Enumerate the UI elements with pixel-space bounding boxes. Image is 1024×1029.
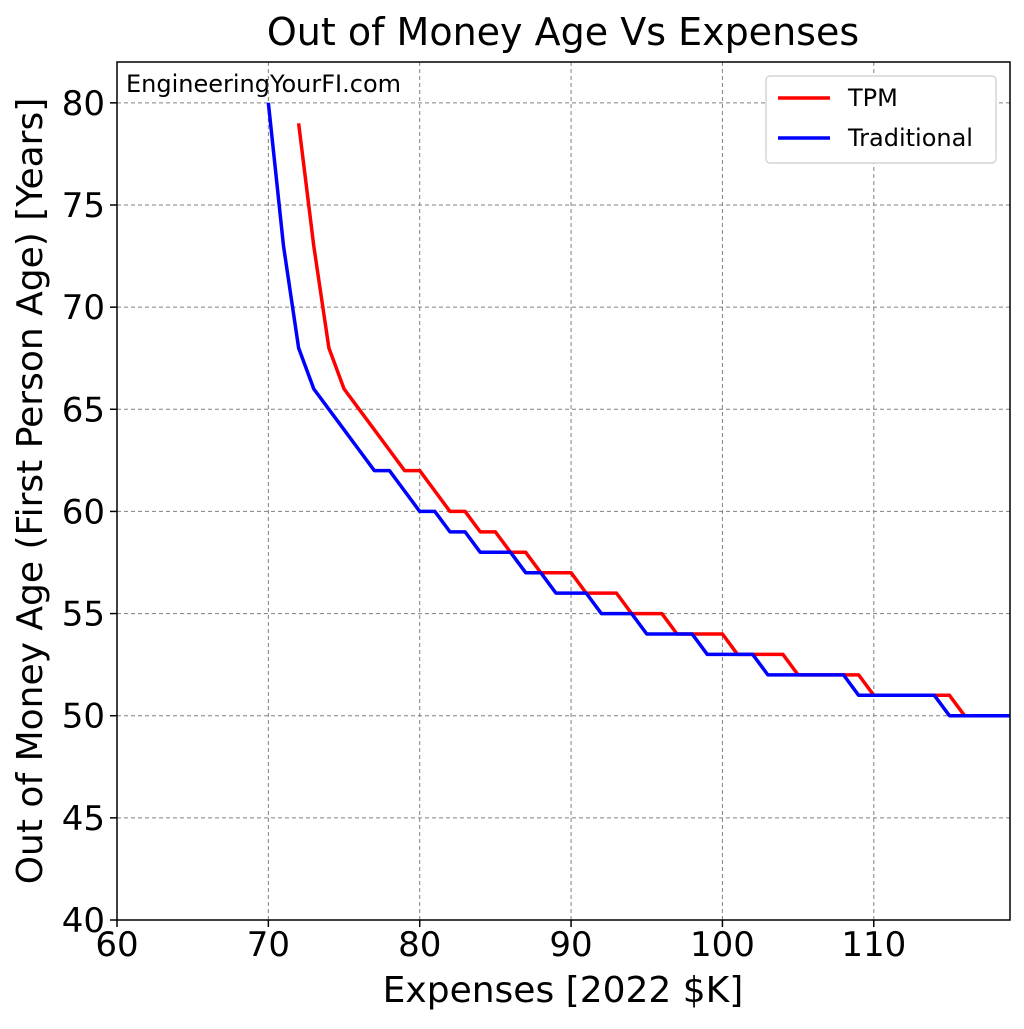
y-tick-label: 75: [62, 186, 105, 226]
plot-area-frame: [116, 61, 1011, 921]
x-tick-label: 110: [841, 925, 906, 965]
legend: TPM Traditional: [765, 75, 997, 164]
y-tick-label: 50: [62, 697, 105, 737]
y-tick-label: 70: [62, 288, 105, 328]
y-tick-label: 40: [62, 901, 105, 941]
y-tick-label: 45: [62, 799, 105, 839]
y-tick-label: 80: [62, 84, 105, 124]
watermark-annotation: EngineeringYourFI.com: [126, 70, 401, 98]
x-tick-label: 90: [549, 925, 592, 965]
x-tick-label: 80: [398, 925, 441, 965]
series-lines: [266, 102, 1010, 718]
legend-label-tpm: TPM: [847, 84, 898, 112]
y-axis-label: Out of Money Age (First Person Age) [Yea…: [10, 98, 51, 885]
x-tick-label: 70: [247, 925, 290, 965]
y-tick-label: 65: [62, 390, 105, 430]
grid: [116, 62, 1010, 921]
y-tick-label: 60: [62, 492, 105, 532]
series-line-traditional: [266, 102, 1010, 718]
x-axis-label: Expenses [2022 $K]: [383, 970, 744, 1011]
series-line-tpm: [296, 123, 1010, 718]
x-tick-label: 60: [95, 925, 138, 965]
x-tick-label: 100: [690, 925, 755, 965]
legend-label-traditional: Traditional: [847, 124, 973, 152]
y-tick-label: 55: [62, 595, 105, 635]
chart-title: Out of Money Age Vs Expenses: [267, 10, 859, 54]
axis-ticks: 60 70 80 90 100 110 40 45 50 55 60 65 70 75 80: [62, 84, 906, 965]
